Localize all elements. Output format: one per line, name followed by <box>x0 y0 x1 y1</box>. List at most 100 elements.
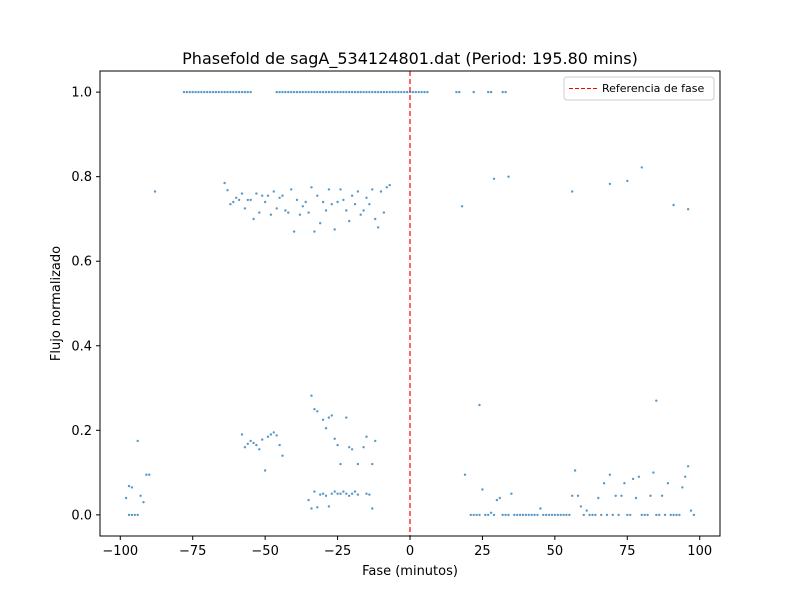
data-point <box>319 493 322 496</box>
data-point <box>487 90 490 94</box>
data-point <box>246 442 249 445</box>
data-point <box>182 90 186 94</box>
data-point <box>374 90 377 94</box>
data-point <box>261 194 264 197</box>
data-point <box>356 462 360 466</box>
data-point <box>608 182 612 186</box>
data-point <box>324 494 328 497</box>
x-tick-label: −25 <box>324 544 351 559</box>
data-point <box>281 90 284 94</box>
data-point <box>223 181 226 185</box>
data-point <box>145 473 148 476</box>
data-point <box>203 90 206 94</box>
data-point <box>562 513 565 517</box>
data-point <box>214 90 218 94</box>
x-tick-label: 50 <box>547 544 564 559</box>
data-point <box>403 90 406 94</box>
data-point <box>281 454 284 457</box>
data-point <box>542 513 545 517</box>
data-point <box>614 494 617 497</box>
data-point <box>284 209 287 212</box>
y-tick-label: 0.0 <box>71 508 92 523</box>
data-point <box>460 205 464 208</box>
data-point <box>243 90 247 94</box>
data-point <box>142 501 145 504</box>
data-point <box>501 90 504 94</box>
data-point <box>333 228 336 231</box>
data-point <box>252 217 255 221</box>
data-point <box>423 90 426 94</box>
data-point <box>478 403 481 407</box>
data-point <box>258 211 261 214</box>
data-point <box>492 177 496 180</box>
data-point <box>243 446 247 449</box>
data-point <box>316 194 319 197</box>
data-point <box>684 475 687 478</box>
data-point <box>675 513 678 517</box>
data-point <box>223 90 226 94</box>
data-point <box>356 493 360 496</box>
data-point <box>249 90 252 94</box>
y-tick-label: 0.6 <box>71 255 92 270</box>
data-point <box>672 513 675 517</box>
data-point <box>498 496 501 500</box>
data-point <box>342 490 345 493</box>
data-point <box>266 435 270 438</box>
data-point <box>629 513 632 517</box>
data-point <box>269 433 273 436</box>
data-point <box>585 509 588 512</box>
data-point <box>272 431 275 434</box>
data-point <box>321 492 325 495</box>
data-point <box>478 513 481 517</box>
data-point <box>348 219 351 223</box>
data-point <box>487 513 490 517</box>
data-point <box>324 427 328 430</box>
data-point <box>336 443 339 447</box>
data-point <box>339 90 342 94</box>
data-point <box>194 90 197 94</box>
data-point <box>327 188 331 191</box>
data-point <box>605 513 609 517</box>
data-point <box>672 203 675 207</box>
data-point <box>327 416 331 419</box>
data-point <box>336 90 339 94</box>
data-point <box>124 496 128 500</box>
data-point <box>272 190 275 193</box>
legend: Referencia de fase <box>563 76 715 101</box>
data-point <box>655 399 658 402</box>
x-tick-label: −50 <box>251 544 278 559</box>
data-point <box>258 448 261 451</box>
data-point <box>640 166 643 169</box>
data-point <box>579 505 583 508</box>
data-point <box>211 90 215 94</box>
data-point <box>330 90 333 94</box>
data-point <box>600 513 603 517</box>
data-point <box>365 492 368 495</box>
data-point <box>602 482 606 485</box>
data-point <box>556 513 559 517</box>
data-point <box>426 90 429 94</box>
data-point <box>666 482 670 485</box>
x-tick-label: −100 <box>102 544 138 559</box>
data-point <box>686 208 690 211</box>
data-point <box>295 198 299 202</box>
data-point <box>362 446 365 449</box>
data-point <box>348 90 351 94</box>
data-point <box>136 513 139 517</box>
data-point <box>263 469 267 472</box>
data-point <box>275 434 278 437</box>
data-point <box>133 513 136 517</box>
y-axis: 0.0 0.2 0.4 0.6 0.8 1.0 <box>71 86 100 523</box>
data-point <box>321 418 325 421</box>
data-point <box>640 513 643 517</box>
data-point <box>681 486 684 489</box>
data-point <box>307 211 310 214</box>
data-point <box>345 209 348 212</box>
data-point <box>252 441 255 445</box>
data-point <box>226 90 229 94</box>
data-point <box>255 443 258 447</box>
data-point <box>255 192 258 195</box>
data-point <box>536 513 539 517</box>
data-point <box>327 505 331 508</box>
